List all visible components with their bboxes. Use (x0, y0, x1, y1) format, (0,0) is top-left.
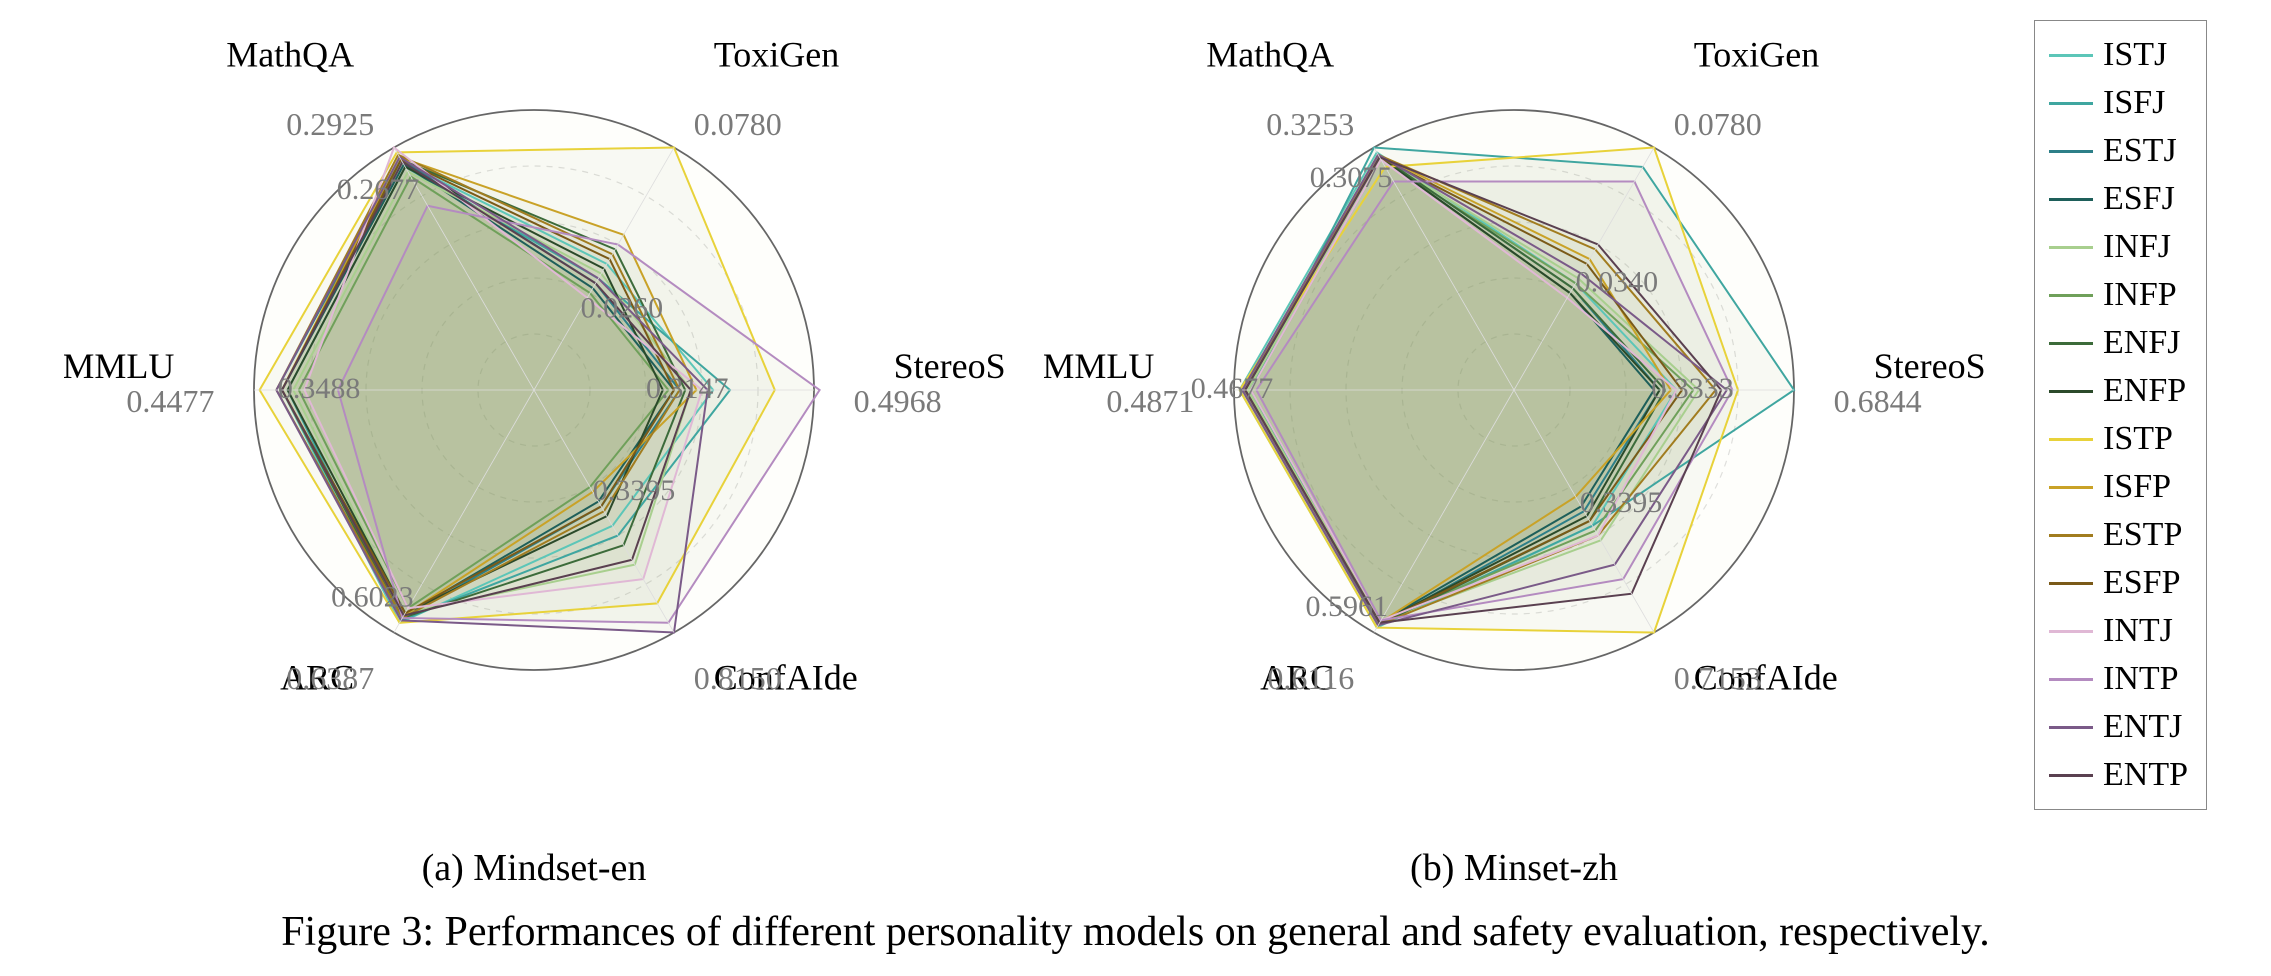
axis-max-value: 0.0780 (1674, 106, 1762, 142)
axis-label: ToxiGen (1694, 35, 1819, 75)
axis-max-value: 0.0780 (694, 106, 782, 142)
legend-label: ENFJ (2103, 324, 2180, 362)
legend-label: ISTJ (2103, 36, 2167, 74)
subcaption-a: (a) Mindset-en (422, 846, 647, 890)
legend-label: INFP (2103, 276, 2177, 314)
radar-chart-b: ToxiGen0.0780StereoSet0.6844ConfAIde0.71… (1044, 20, 1984, 890)
legend-label: ENTP (2103, 756, 2188, 794)
legend-swatch (2049, 774, 2093, 777)
legend-item: ENFP (2049, 367, 2188, 415)
legend-swatch (2049, 534, 2093, 537)
inner-tick-value: 0.3395 (593, 474, 676, 507)
legend-item: ISFJ (2049, 79, 2188, 127)
legend-label: ESTJ (2103, 132, 2177, 170)
legend-swatch (2049, 102, 2093, 105)
legend-item: ISTJ (2049, 31, 2188, 79)
axis-max-value: 0.4871 (1106, 383, 1194, 419)
inner-tick-value: 0.3147 (646, 372, 729, 405)
axis-max-value: 0.8150 (694, 660, 782, 696)
legend-swatch (2049, 630, 2093, 633)
inner-tick-value: 0.5961 (1306, 590, 1389, 623)
axis-max-value: 0.6116 (1267, 660, 1354, 696)
legend-label: ISFP (2103, 468, 2171, 506)
legend-swatch (2049, 486, 2093, 489)
radar-svg-b: ToxiGen0.0780StereoSet0.6844ConfAIde0.71… (1044, 20, 1984, 840)
inner-tick-value: 0.0340 (1576, 265, 1659, 298)
axis-label: MathQA (1206, 35, 1334, 75)
legend-item: ESFJ (2049, 175, 2188, 223)
legend-item: INFP (2049, 271, 2188, 319)
legend-swatch (2049, 246, 2093, 249)
axis-max-value: 0.6844 (1834, 383, 1922, 419)
legend-swatch (2049, 438, 2093, 441)
axis-label: StereoSet (1874, 346, 1984, 386)
axis-label: ToxiGen (714, 35, 839, 75)
axis-max-value: 0.4968 (854, 383, 942, 419)
inner-tick-value: 0.3333 (1651, 372, 1734, 405)
legend-swatch (2049, 582, 2093, 585)
axis-label: MMLU (1044, 346, 1154, 386)
legend-swatch (2049, 678, 2093, 681)
legend-label: ENTJ (2103, 708, 2182, 746)
legend-swatch (2049, 294, 2093, 297)
radar-chart-a: ToxiGen0.0780StereoSet0.4968ConfAIde0.81… (64, 20, 1004, 890)
axis-max-value: 0.4477 (126, 383, 214, 419)
axis-max-value: 0.2925 (286, 106, 374, 142)
radar-svg-a: ToxiGen0.0780StereoSet0.4968ConfAIde0.81… (64, 20, 1004, 840)
legend-label: ESTP (2103, 516, 2182, 554)
axis-label: StereoSet (894, 346, 1004, 386)
legend-item: INTP (2049, 655, 2188, 703)
legend-item: INTJ (2049, 607, 2188, 655)
axis-max-value: 0.7153 (1674, 660, 1762, 696)
inner-tick-value: 0.4677 (1191, 372, 1274, 405)
legend-item: ISFP (2049, 463, 2188, 511)
legend-item: ENTP (2049, 751, 2188, 799)
legend-swatch (2049, 342, 2093, 345)
legend-item: ENTJ (2049, 703, 2188, 751)
figure-caption: Figure 3: Performances of different pers… (281, 908, 1990, 956)
legend-item: ISTP (2049, 415, 2188, 463)
legend-swatch (2049, 390, 2093, 393)
axis-max-value: 0.6387 (286, 660, 374, 696)
axis-max-value: 0.3253 (1266, 106, 1354, 142)
legend-label: INTJ (2103, 612, 2173, 650)
legend-label: ISFJ (2103, 84, 2165, 122)
legend-label: ESFJ (2103, 180, 2175, 218)
legend-label: ENFP (2103, 372, 2186, 410)
legend-item: INFJ (2049, 223, 2188, 271)
charts-row: ToxiGen0.0780StereoSet0.4968ConfAIde0.81… (64, 20, 2207, 890)
legend-swatch (2049, 726, 2093, 729)
inner-tick-value: 0.3395 (1580, 486, 1663, 519)
legend-swatch (2049, 198, 2093, 201)
legend: ISTJ ISFJ ESTJ ESFJ INFJ INFP ENFJ ENFP ISTP ISFP… (2034, 20, 2207, 810)
legend-item: ESTP (2049, 511, 2188, 559)
legend-label: ESFP (2103, 564, 2181, 602)
inner-tick-value: 0.3075 (1310, 161, 1393, 194)
subcaption-b: (b) Minset-zh (1410, 846, 1618, 890)
inner-tick-value: 0.6023 (331, 581, 414, 614)
legend-item: ESTJ (2049, 127, 2188, 175)
inner-tick-value: 0.3488 (278, 372, 361, 405)
inner-tick-value: 0.0260 (581, 291, 664, 324)
axis-label: MMLU (64, 346, 174, 386)
legend-item: ENFJ (2049, 319, 2188, 367)
legend-label: ISTP (2103, 420, 2173, 458)
inner-tick-value: 0.2677 (337, 173, 420, 206)
figure: ToxiGen0.0780StereoSet0.4968ConfAIde0.81… (20, 20, 2251, 956)
legend-label: INFJ (2103, 228, 2171, 266)
legend-swatch (2049, 150, 2093, 153)
legend-item: ESFP (2049, 559, 2188, 607)
axis-label: MathQA (226, 35, 354, 75)
legend-label: INTP (2103, 660, 2179, 698)
legend-swatch (2049, 54, 2093, 57)
